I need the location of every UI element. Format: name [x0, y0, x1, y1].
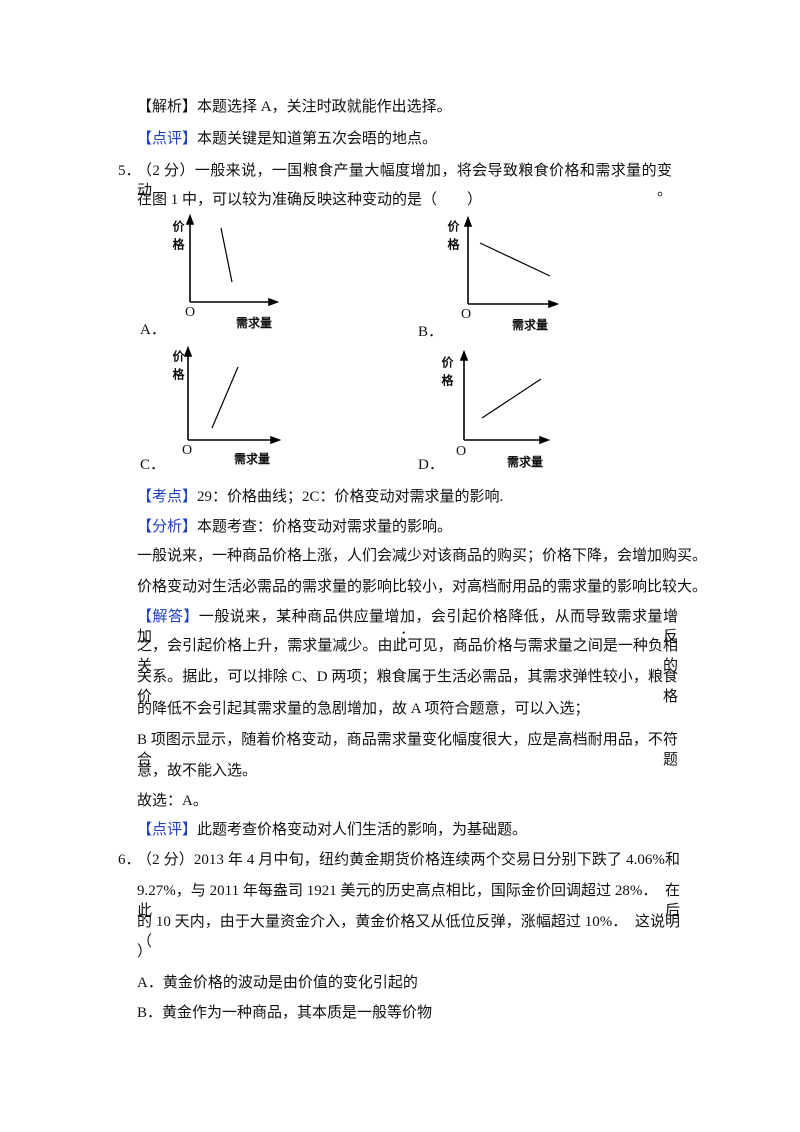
fenxi: 【分析】本题考查：价格变动对需求量的影响。 [137, 517, 452, 537]
kaodian: 【考点】29：价格曲线；2C：价格变动对需求量的影响. [137, 487, 503, 507]
text: 本题考查：价格变动对需求量的影响。 [197, 519, 453, 535]
text: 一般来说，一国粮食产量大幅度增加，将会导致粮食价格和需求量的变动。 [137, 163, 672, 199]
arrow [548, 299, 560, 309]
curve [220, 227, 233, 283]
question-stem: 的 10 天内，由于大量资金介入，黄金价格又从低位反弹，涨幅超过 10%． 这说… [137, 914, 680, 950]
arrow [183, 345, 193, 357]
text: 此题考查价格变动对人们生活的影响，为基础题。 [197, 822, 528, 838]
score: （2 分） [137, 163, 195, 179]
text-line: 意，故不能入选。 [137, 763, 258, 779]
text: 本题关键是知道第五次会晤的地点。 [197, 131, 438, 147]
arrow [268, 297, 280, 307]
text-line: 关系。据此，可以排除 C、D 两项；粮食属于生活必需品，其需求弹性较小，粮食价格 [137, 669, 678, 705]
option: A．黄金价格的波动是由价值的变化引起的 [137, 975, 418, 991]
arrow [459, 349, 469, 361]
text-line: 价格变动对生活必需品的需求量的影响比较小，对高档耐用品的需求量的影响比较大。 [137, 579, 708, 595]
origin: O [182, 443, 193, 458]
x-label: 需求量 [236, 316, 273, 330]
text: 一般说来，某种商品供应量增加，会引起价格降低，从而导致需求量增加；反 [137, 609, 678, 645]
y-label: 价格 [171, 220, 185, 256]
question-stem: ） [137, 944, 153, 960]
text-line: 之，会引起价格上升，需求量减少。由此可见，商品价格与需求量之间是一种负相关的 [137, 638, 678, 674]
origin: O [185, 305, 196, 320]
curve [479, 242, 551, 277]
curve [211, 366, 239, 429]
text-line: 故选：A。 [137, 793, 208, 809]
option-label: D． [418, 457, 444, 473]
tag: 【点评】 [137, 822, 198, 838]
tag: 【解答】 [137, 609, 199, 625]
tag: 【考点】 [137, 489, 198, 505]
jieda: 【解答】一般说来，某种商品供应量增加，会引起价格降低，从而导致需求量增加；反 [137, 607, 678, 647]
option-label: C． [140, 457, 166, 473]
x-label: 需求量 [507, 455, 544, 469]
text-line: 一般说来，一种商品价格上涨，人们会减少对该商品的购买；价格下降，会增加购买。 [137, 548, 708, 564]
question-stem: 在图 1 中，可以较为准确反映这种变动的是（ ） [137, 192, 483, 208]
x-label: 需求量 [234, 452, 271, 466]
tag: 【点评】 [137, 131, 198, 147]
score: （2 分） [137, 852, 194, 868]
option: B．黄金作为一种商品，其本质是一般等价物 [137, 1005, 433, 1021]
curve [481, 378, 542, 419]
y-label: 价格 [171, 350, 185, 386]
arrow [185, 213, 195, 225]
origin: O [461, 307, 472, 322]
x-label: 需求量 [512, 318, 549, 332]
tag: 【解析】 [137, 99, 198, 115]
question-number: 6． [118, 852, 141, 868]
text: 2013 年 4 月中旬，纽约黄金期货价格连续两个交易日分别下跌了 4.06%和 [193, 852, 680, 868]
question-number: 5． [118, 163, 141, 179]
y-label: 价格 [440, 356, 454, 392]
comment: 【点评】本题关键是知道第五次会晤的地点。 [137, 129, 437, 149]
question-stem: 9.27%，与 2011 年每盎司 1921 美元的历史高点相比，国际金价回调超… [137, 883, 680, 919]
origin: O [456, 444, 467, 459]
question-stem: （2 分）一般来说，一国粮食产量大幅度增加，将会导致粮食价格和需求量的变动。 [137, 161, 672, 201]
text-line: 的降低不会引起其需求量的急剧增加，故 A 项符合题意，可以入选； [137, 701, 590, 717]
arrow [270, 435, 282, 445]
y-label: 价格 [446, 220, 460, 256]
arrow [463, 215, 473, 227]
text-line: B 项图示显示，随着价格变动，商品需求量变化幅度很大，应是高档耐用品，不符合题 [137, 732, 678, 768]
analysis: 【解析】本题选择 A，关注时政就能作出选择。 [137, 97, 452, 117]
text: 本题选择 A，关注时政就能作出选择。 [197, 99, 452, 115]
tag: 【分析】 [137, 519, 198, 535]
option-label: B． [418, 324, 444, 340]
dianping: 【点评】此题考查价格变动对人们生活的影响，为基础题。 [137, 820, 527, 840]
arrow [539, 435, 551, 445]
question-stem: （2 分）2013 年 4 月中旬，纽约黄金期货价格连续两个交易日分别下跌了 4… [137, 850, 680, 870]
option-label: A． [140, 322, 166, 338]
text: 29：价格曲线；2C：价格变动对需求量的影响. [197, 489, 504, 505]
